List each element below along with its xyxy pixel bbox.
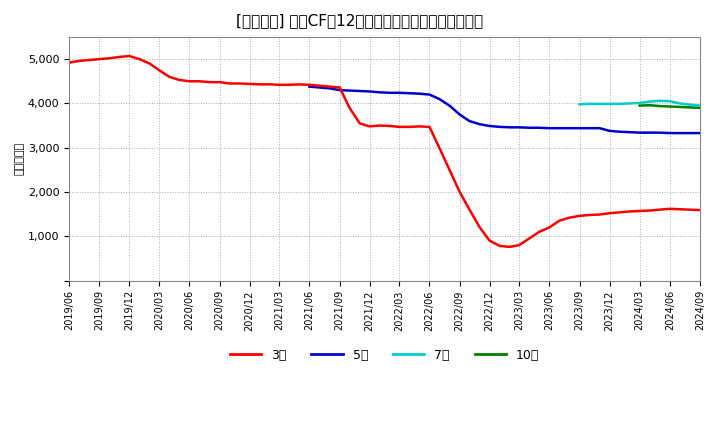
Line: 3年: 3年 — [69, 56, 700, 247]
Y-axis label: （百万円）: （百万円） — [15, 142, 25, 175]
Line: 7年: 7年 — [580, 101, 700, 106]
Legend: 3年, 5年, 7年, 10年: 3年, 5年, 7年, 10年 — [225, 344, 544, 367]
Line: 5年: 5年 — [310, 87, 700, 133]
Line: 10年: 10年 — [639, 105, 700, 108]
Text: [１７１９] 投賄CFの12か月移動合計の標準偏差の推移: [１７１９] 投賄CFの12か月移動合計の標準偏差の推移 — [236, 13, 484, 28]
